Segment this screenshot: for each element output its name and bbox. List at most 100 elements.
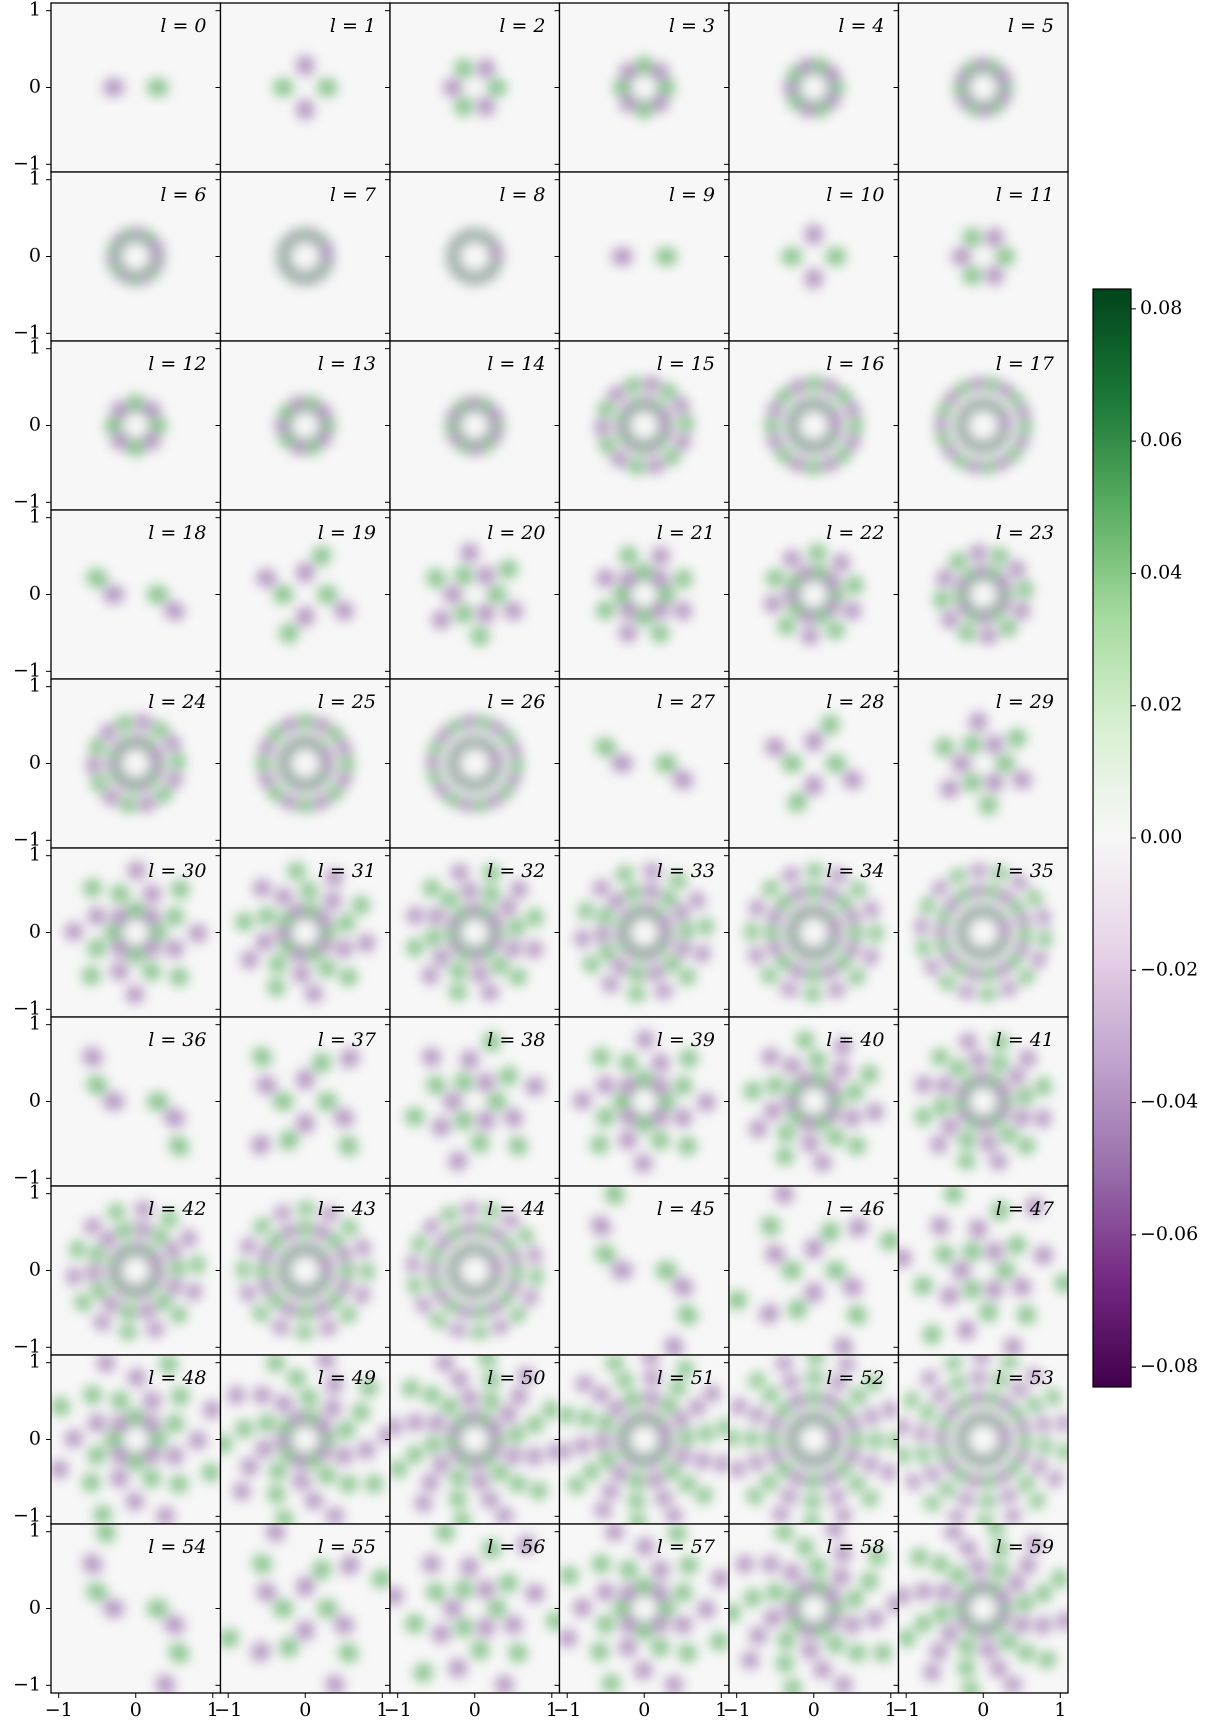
mode-lobe xyxy=(591,1216,611,1236)
mode-lobe xyxy=(656,1421,672,1439)
mode-lobe xyxy=(748,1372,766,1389)
mode-lobe xyxy=(111,1446,130,1465)
mode-lobe xyxy=(87,939,106,958)
mode-lobe xyxy=(1057,1414,1068,1433)
panel-background xyxy=(898,172,1068,341)
mode-lobe xyxy=(969,884,988,898)
mode-pattern xyxy=(236,1201,375,1340)
mode-lobe xyxy=(326,1292,343,1309)
mode-lobe xyxy=(788,456,807,472)
mode-lobe xyxy=(336,1245,352,1264)
mode-lobe xyxy=(651,1560,670,1579)
mode-lobe xyxy=(957,1660,976,1677)
mode-lobe xyxy=(795,1031,814,1049)
mode-lobe xyxy=(991,866,1010,880)
mode-lobe xyxy=(888,1432,899,1451)
mode-lobe xyxy=(765,1244,785,1264)
mode-lobe xyxy=(944,895,961,912)
panel: l = 36 −1 0 1 xyxy=(13,1013,222,1191)
mode-lobe xyxy=(86,568,108,588)
mode-lobe xyxy=(611,1465,629,1482)
mode-lobe xyxy=(454,566,473,585)
mode-lobe xyxy=(111,400,130,419)
panel: l = 35 xyxy=(893,847,1069,1022)
panel: l = 56 −1 0 1 xyxy=(384,1523,561,1721)
mode-lobe xyxy=(656,914,672,932)
mode-lobe xyxy=(613,585,632,604)
mode-lobe xyxy=(978,987,997,1001)
panel-background xyxy=(898,3,1068,172)
mode-lobe xyxy=(253,1217,271,1235)
panel: l = 11 xyxy=(893,171,1069,346)
mode-lobe xyxy=(165,939,184,958)
mode-lobe xyxy=(979,628,998,645)
mode-lobe xyxy=(447,719,465,734)
panel-title: l = 36 xyxy=(148,1029,206,1051)
mode-lobe xyxy=(169,1474,188,1493)
mode-lobe xyxy=(164,734,181,753)
mode-lobe xyxy=(504,1615,523,1634)
mode-lobe xyxy=(679,1049,698,1068)
mode-lobe xyxy=(509,968,527,986)
mode-lobe xyxy=(165,1446,184,1465)
mode-lobe xyxy=(605,1186,624,1205)
mode-lobe xyxy=(678,1428,694,1447)
panel-background xyxy=(898,1017,1068,1186)
mode-lobe xyxy=(443,1298,461,1314)
mode-lobe xyxy=(433,1287,449,1305)
mode-lobe xyxy=(935,738,954,757)
panel-background xyxy=(220,848,390,1017)
mode-lobe xyxy=(188,924,207,943)
x-tick-label: 0 xyxy=(638,1699,650,1721)
mode-lobe xyxy=(1046,1388,1061,1406)
mode-lobe xyxy=(470,1473,489,1490)
mode-lobe xyxy=(299,882,318,900)
mode-lobe xyxy=(676,1360,695,1377)
mode-lobe xyxy=(319,1320,337,1336)
mode-lobe xyxy=(186,1282,202,1301)
mode-lobe xyxy=(915,1424,929,1443)
mode-lobe xyxy=(267,1485,286,1503)
panel-title: l = 33 xyxy=(657,860,715,882)
mode-lobe xyxy=(744,1429,759,1448)
mode-lobe xyxy=(898,1587,911,1605)
panel: l = 19 xyxy=(215,509,391,684)
mode-lobe xyxy=(236,1260,251,1279)
mode-lobe xyxy=(605,1355,624,1371)
mode-lobe xyxy=(487,1599,507,1618)
mode-lobe xyxy=(749,1406,765,1424)
mode-lobe xyxy=(955,381,973,396)
mode-lobe xyxy=(826,1635,845,1654)
mode-lobe xyxy=(995,247,1015,266)
mode-lobe xyxy=(305,1492,324,1510)
mode-lobe xyxy=(741,1651,759,1670)
mode-lobe xyxy=(485,912,503,931)
mode-lobe xyxy=(431,1624,451,1644)
mode-lobe xyxy=(427,767,442,785)
mode-lobe xyxy=(834,1508,853,1524)
mode-lobe xyxy=(259,1277,274,1296)
mode-lobe xyxy=(801,1641,820,1659)
mode-pattern xyxy=(51,1355,221,1524)
mode-lobe xyxy=(495,1675,514,1693)
mode-lobe xyxy=(147,745,164,763)
y-tick-label: 0 xyxy=(29,1259,41,1281)
mode-lobe xyxy=(142,1446,161,1465)
mode-lobe xyxy=(860,1572,878,1591)
x-tick-label: 1 xyxy=(885,1699,897,1721)
mode-lobe xyxy=(643,863,662,879)
panel-background xyxy=(729,1017,899,1186)
mode-lobe xyxy=(289,903,308,921)
y-tick-label: −1 xyxy=(13,659,41,681)
panel-background xyxy=(559,510,729,679)
mode-lobe xyxy=(169,967,188,986)
mode-lobe xyxy=(694,1451,711,1470)
panel-title: l = 10 xyxy=(826,184,884,206)
panel: l = 39 xyxy=(554,1016,730,1191)
mode-lobe xyxy=(296,714,315,729)
panel: l = 48 −1 0 1 xyxy=(13,1351,222,1529)
mode-lobe xyxy=(955,1395,973,1410)
mode-lobe xyxy=(289,396,308,414)
mode-lobe xyxy=(1011,1381,1028,1397)
mode-lobe xyxy=(147,1252,164,1270)
